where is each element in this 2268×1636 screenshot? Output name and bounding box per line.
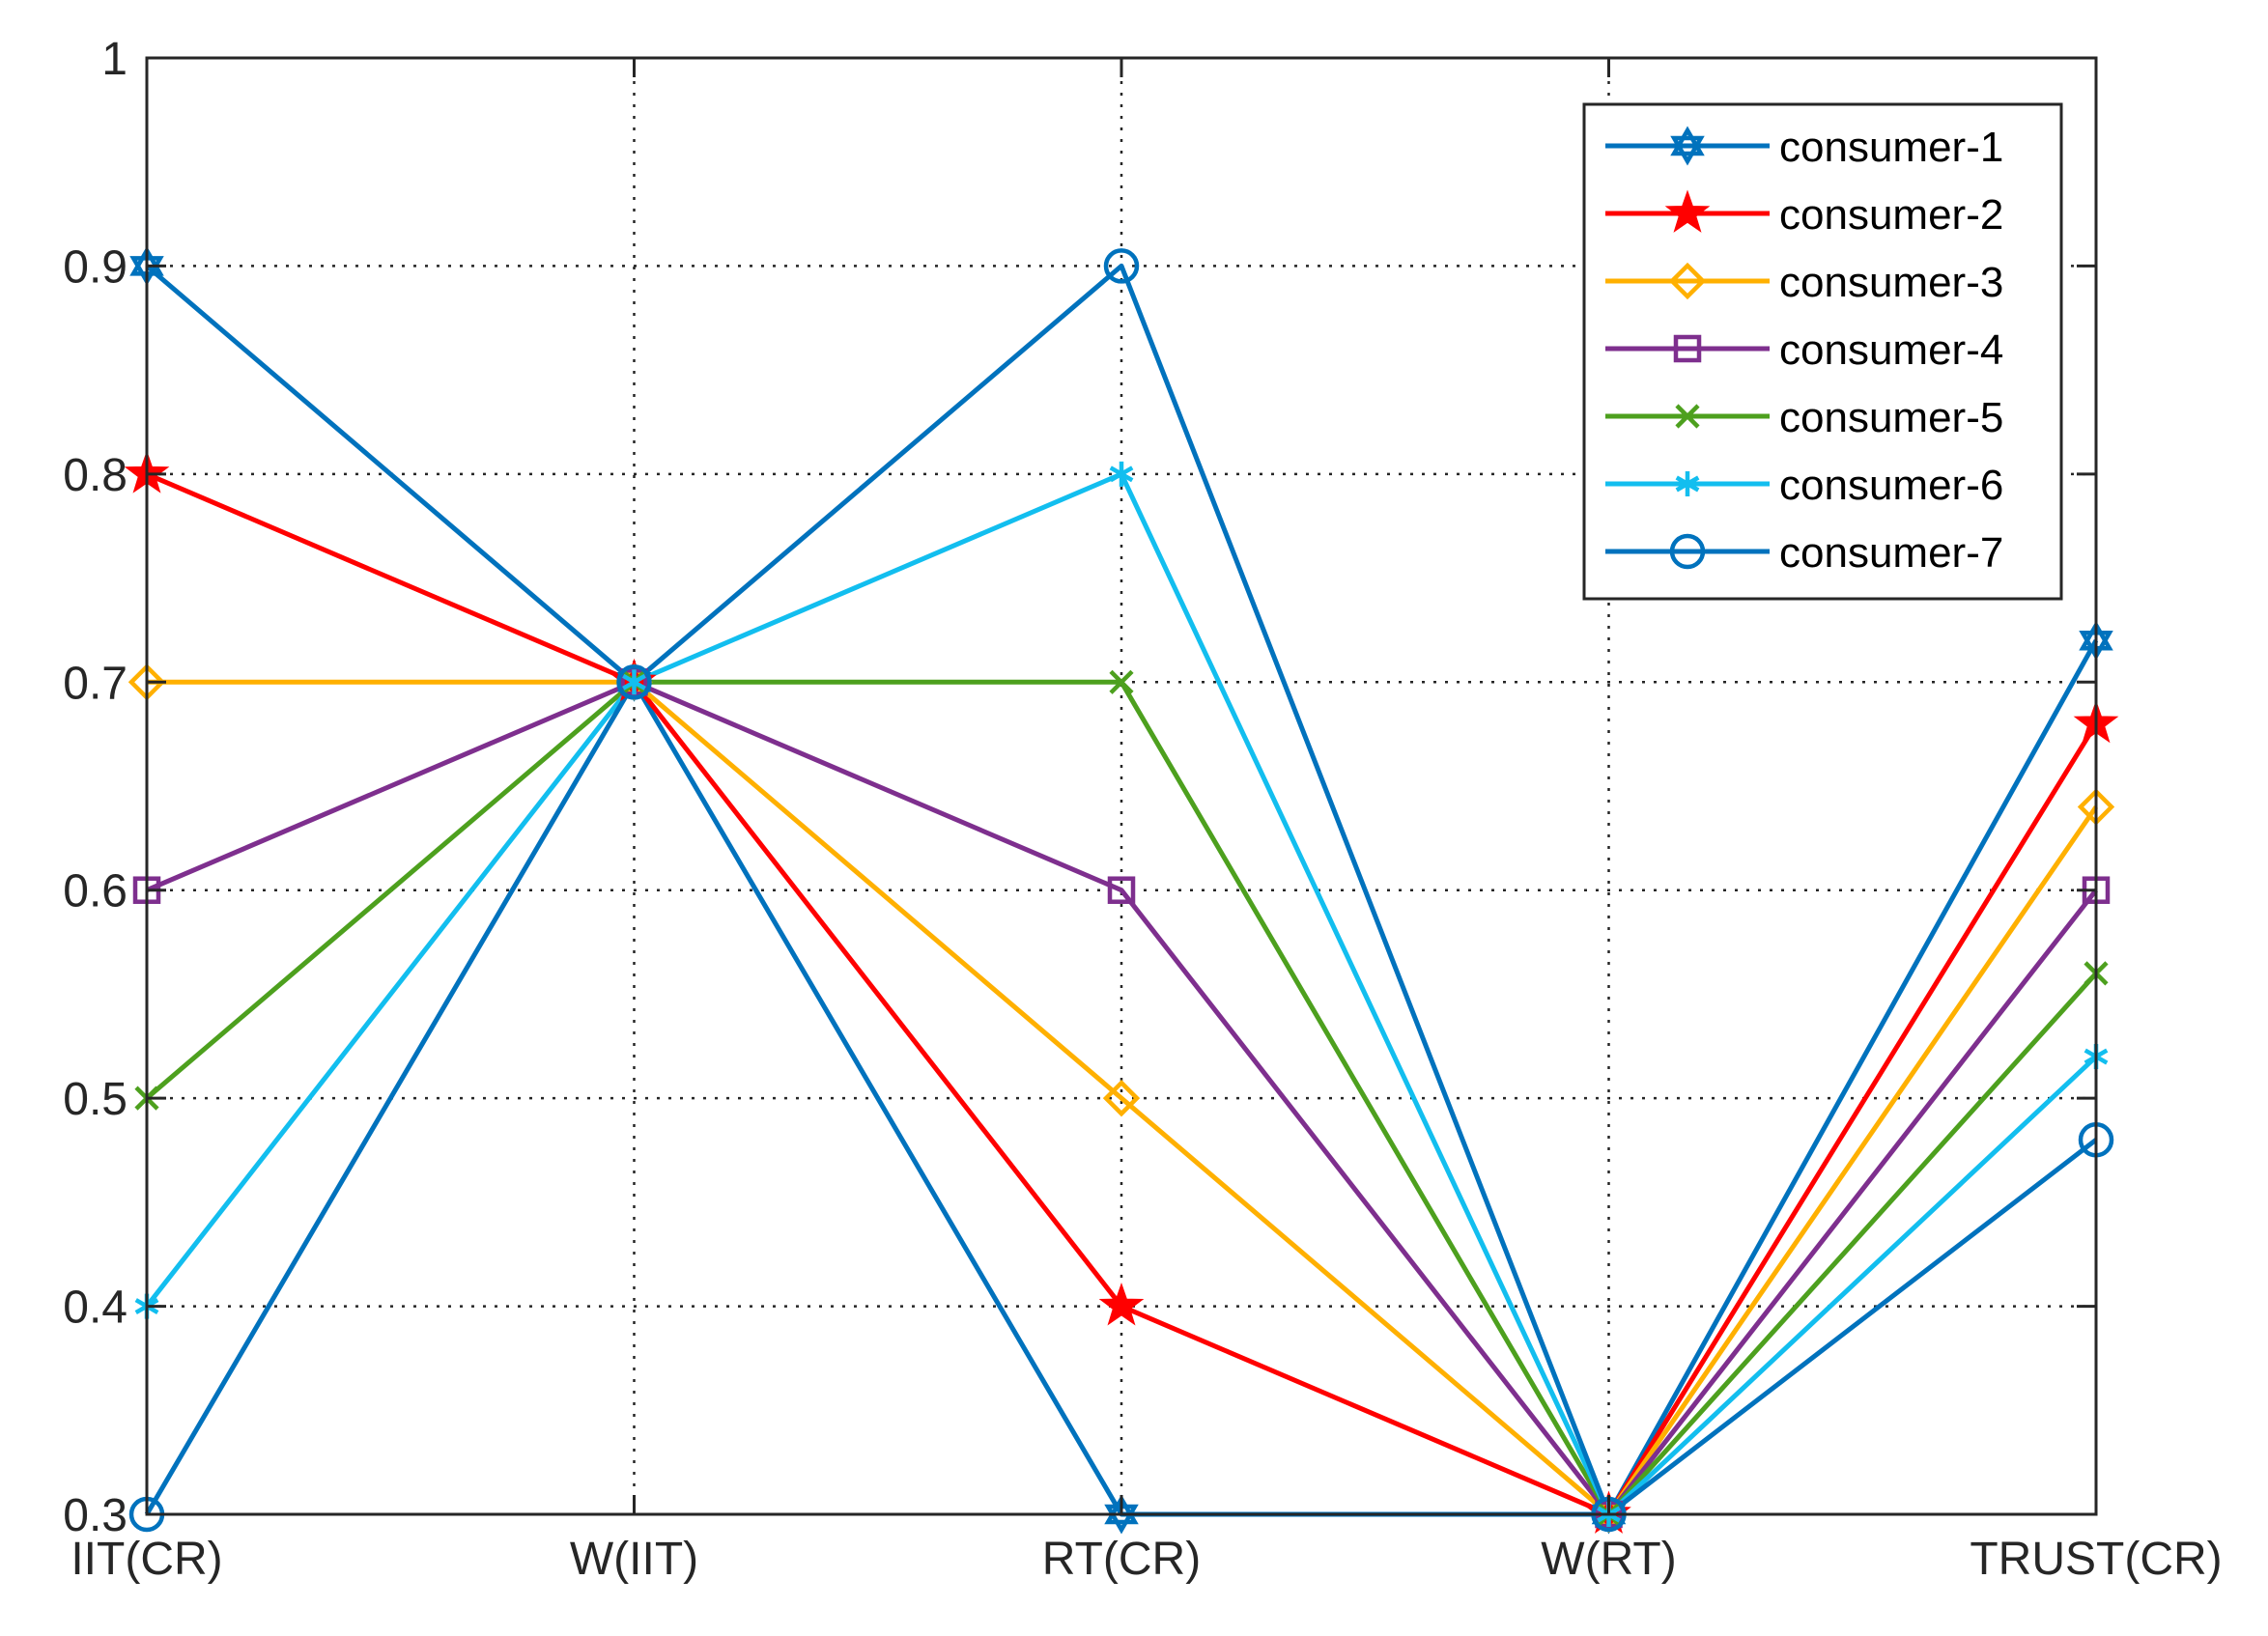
legend-entry-consumer-4: consumer-4 — [1605, 326, 2003, 374]
consumer-7-point — [1103, 248, 1140, 284]
legend-box — [1582, 102, 2063, 601]
legend-label: consumer-5 — [1779, 394, 2003, 441]
x-tick-label: TRUST(CR) — [1970, 1534, 2222, 1585]
consumer-4-point — [1107, 876, 1136, 904]
legend-entry-consumer-6: consumer-6 — [1605, 462, 2003, 509]
legend-marker — [1673, 334, 1702, 363]
consumer-2-point — [1098, 1283, 1145, 1326]
y-axis-tick-labels: 0.3 0.4 0.5 0.6 0.7 0.8 0.9 1 — [63, 34, 128, 1541]
x-tick-label: W(IIT) — [570, 1534, 698, 1585]
legend-entry-consumer-2: consumer-2 — [1605, 189, 2003, 239]
legend-entry-consumer-1: consumer-1 — [1605, 124, 2003, 171]
y-tick-label: 1 — [101, 34, 128, 85]
consumer-6-point — [1109, 461, 1134, 487]
y-tick-label: 0.4 — [63, 1283, 128, 1334]
y-tick-label: 0.3 — [63, 1490, 128, 1541]
legend-entry-consumer-7: consumer-7 — [1605, 529, 2003, 577]
legend-label: consumer-6 — [1779, 462, 2003, 509]
legend-entry-consumer-3: consumer-3 — [1605, 259, 2003, 306]
legend-marker — [1664, 189, 1711, 233]
legend-label: consumer-7 — [1779, 529, 2003, 577]
y-tick-label: 0.7 — [63, 658, 128, 709]
x-tick-label: IIT(CR) — [71, 1534, 222, 1585]
consumer-4-line — [146, 679, 2098, 1517]
legend-marker — [1675, 471, 1700, 496]
legend-marker — [1675, 404, 1700, 429]
y-tick-label: 0.6 — [63, 866, 128, 917]
y-tick-label: 0.5 — [63, 1074, 128, 1125]
legend-label: consumer-3 — [1779, 259, 2003, 306]
axis-ticks — [145, 56, 2098, 1516]
legend-marker — [1669, 533, 1706, 570]
consumer-5-point — [1109, 669, 1134, 694]
legend-label: consumer-4 — [1779, 326, 2003, 374]
legend-marker — [1670, 126, 1705, 166]
x-tick-label: RT(CR) — [1042, 1534, 1201, 1585]
consumer-3-point — [1102, 1079, 1141, 1117]
y-tick-label: 0.9 — [63, 241, 128, 293]
x-axis-tick-labels: IIT(CR) W(IIT) RT(CR) W(RT) TRUST(CR) — [71, 1534, 2222, 1585]
y-tick-label: 0.8 — [63, 450, 128, 501]
consumer-7-point — [616, 664, 652, 700]
consumer-3-line — [147, 679, 2099, 1517]
legend: consumer-1 consumer-2 consumer-3 consumer-4… — [1582, 102, 2063, 601]
legend-entry-consumer-5: consumer-5 — [1605, 394, 2003, 441]
consumer-7-line — [144, 263, 2098, 1517]
legend-label: consumer-1 — [1779, 124, 2003, 171]
consumer-6-point — [622, 669, 646, 695]
x-tick-label: W(RT) — [1541, 1534, 1676, 1585]
legend-label: consumer-2 — [1779, 191, 2003, 239]
legend-marker — [1668, 262, 1707, 300]
